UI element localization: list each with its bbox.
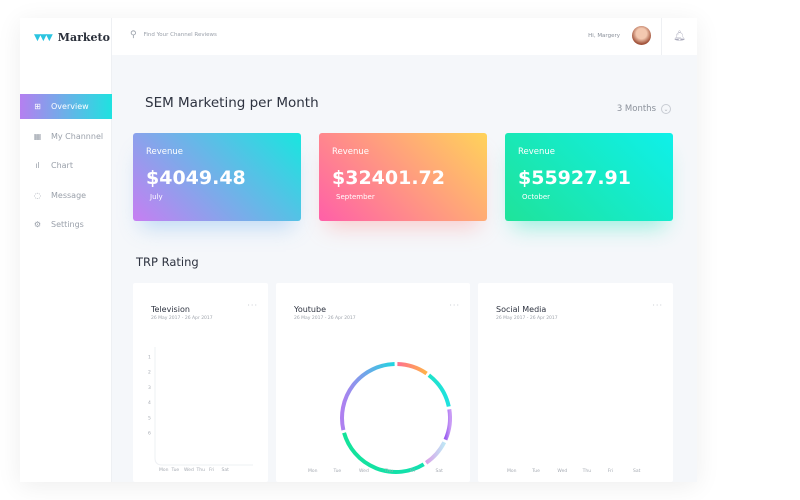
row-label: 5 (148, 415, 151, 421)
sidebar-item-label: Message (51, 190, 87, 200)
chevron-down-icon: ⌄ (661, 104, 671, 114)
axis-line (154, 347, 253, 466)
donut-segment (424, 441, 447, 465)
header: ⚲ Find Your Channel Reviews Hi, Margery 🔔… (112, 18, 697, 55)
day-label: Thu (384, 468, 394, 474)
day-label: Wed (359, 468, 369, 474)
day-label: Tue (171, 467, 180, 473)
panel-dates: 26 May 2017 - 26 Apr 2017 (496, 316, 558, 321)
day-label: Fri (410, 468, 415, 474)
card-month: September (336, 193, 375, 201)
notifications-button[interactable]: 🔔︎ (661, 18, 697, 55)
card-month: July (150, 193, 163, 201)
revenue-card[interactable]: Revenue $55927.91 October (505, 133, 673, 221)
more-options-icon[interactable]: ··· (449, 301, 460, 310)
donut-segment (340, 362, 395, 431)
search-input[interactable]: ⚲ Find Your Channel Reviews (130, 30, 217, 40)
grid-icon: ⊞ (34, 102, 41, 111)
panel-title: Youtube (294, 305, 326, 314)
bell-icon: 🔔︎ (673, 31, 686, 42)
youtube-chart: Mon Tue Wed Thu Fri Sat (308, 362, 452, 474)
day-label: Mon (159, 467, 169, 473)
row-label: 1 (148, 355, 151, 361)
card-label: Revenue (332, 147, 370, 157)
sidebar-item-my-channel[interactable]: ▦ My Channnel (20, 124, 112, 149)
greeting: Hi, Margery (588, 32, 620, 39)
day-label: Tue (531, 468, 540, 474)
bar-chart-icon: ıl (35, 161, 40, 170)
period-dropdown[interactable]: 3 Months ⌄ (617, 104, 671, 114)
card-label: Revenue (518, 147, 556, 157)
day-label: Mon (507, 468, 517, 474)
more-options-icon[interactable]: ··· (652, 301, 663, 310)
row-label: 6 (148, 431, 151, 437)
sidebar: ▼▼▼ Marketo ⊞ Overview ▦ My Channnel ıl Char… (20, 18, 112, 482)
donut-segment (397, 362, 428, 376)
social-media-chart: Mon Tue Wed Thu Fri Sat (507, 328, 641, 474)
donut-segment (443, 408, 452, 441)
app-window: ▼▼▼ Marketo ⊞ Overview ▦ My Channnel ıl Char… (20, 18, 697, 482)
day-label: Thu (582, 468, 592, 474)
avatar[interactable] (632, 26, 651, 45)
sidebar-nav: ⊞ Overview ▦ My Channnel ıl Chart ◌ Message … (20, 94, 112, 242)
card-value: $4049.48 (146, 167, 246, 189)
app-name: Marketo (57, 31, 110, 44)
day-label: Sat (222, 467, 230, 473)
day-label: Mon (308, 468, 318, 474)
card-month: October (522, 193, 551, 201)
day-label: Wed (557, 468, 567, 474)
day-label: Sat (436, 468, 444, 474)
panel-title: Television (151, 305, 190, 314)
page-title: SEM Marketing per Month (145, 95, 319, 111)
period-value: 3 Months (616, 104, 656, 114)
revenue-card[interactable]: Revenue $4049.48 July (133, 133, 301, 221)
calendar-icon: ▦ (33, 131, 42, 141)
chat-bubble-icon: ◌ (34, 190, 41, 200)
sidebar-item-settings[interactable]: ⚙ Settings (20, 212, 112, 237)
row-label: 2 (148, 370, 151, 376)
day-label: Fri (608, 468, 613, 474)
sidebar-item-message[interactable]: ◌ Message (20, 183, 112, 208)
day-label: Thu (196, 467, 206, 473)
sidebar-item-label: Settings (51, 220, 84, 229)
search-icon: ⚲ (130, 30, 137, 40)
sidebar-item-chart[interactable]: ıl Chart (20, 153, 112, 178)
revenue-card[interactable]: Revenue $32401.72 September (319, 133, 487, 221)
panel-dates: 26 May 2017 - 26 Apr 2017 (294, 316, 356, 321)
card-label: Revenue (146, 147, 184, 157)
user-menu[interactable]: Hi, Margery (588, 26, 651, 45)
sidebar-item-label: Chart (51, 161, 73, 170)
card-value: $55927.91 (518, 167, 631, 189)
sidebar-item-label: My Channnel (51, 131, 104, 141)
day-label: Tue (333, 468, 342, 474)
search-placeholder: Find Your Channel Reviews (143, 32, 217, 38)
sidebar-item-overview[interactable]: ⊞ Overview (20, 94, 112, 119)
section-title: TRP Rating (136, 255, 199, 269)
logo-icon: ▼▼▼ (34, 32, 53, 43)
day-label: Fri (209, 467, 214, 473)
sidebar-item-label: Overview (51, 102, 89, 111)
gear-icon: ⚙ (33, 220, 42, 229)
donut-segment (342, 432, 425, 474)
television-chart: 1 2 3 4 5 6 Mon Tue Wed Thu Fri Sat (148, 347, 253, 473)
row-label: 4 (148, 400, 151, 406)
day-label: Wed (184, 467, 194, 473)
donut-segment (427, 373, 451, 407)
youtube-panel: Youtube 26 May 2017 - 26 Apr 2017 ··· Mo… (276, 283, 470, 482)
day-label: Sat (633, 468, 641, 474)
card-value: $32401.72 (332, 167, 445, 189)
logo[interactable]: ▼▼▼ Marketo (34, 31, 110, 44)
television-panel: Television 26 May 2017 - 26 Apr 2017 ···… (133, 283, 268, 482)
panel-title: Social Media (496, 305, 547, 314)
more-options-icon[interactable]: ··· (247, 301, 258, 310)
panel-dates: 26 May 2017 - 26 Apr 2017 (151, 316, 213, 321)
social-media-panel: Social Media 26 May 2017 - 26 Apr 2017 ·… (478, 283, 673, 482)
row-label: 3 (148, 385, 151, 391)
